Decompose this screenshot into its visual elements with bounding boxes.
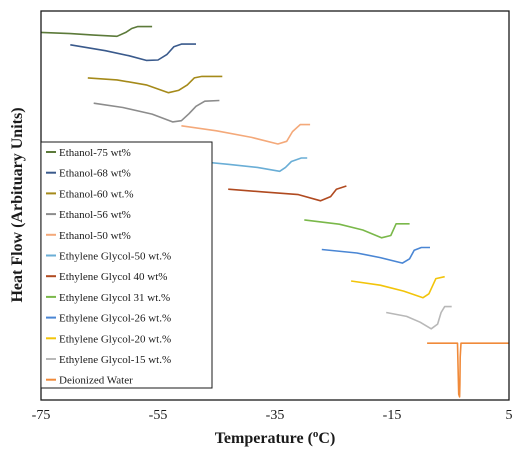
series-line-ethylene-glycol-31-wt bbox=[304, 219, 410, 239]
x-tick-label: 5 bbox=[506, 408, 513, 423]
series-line-ethanol-60-wt bbox=[87, 75, 223, 94]
legend-label-deionized-water: Deionized Water bbox=[59, 375, 133, 387]
legend-label-ethanol-56-wt: Ethanol-56 wt% bbox=[59, 209, 131, 221]
series-layer bbox=[40, 25, 509, 398]
series-line-deionized-water bbox=[427, 342, 509, 398]
x-tick-label: -35 bbox=[266, 408, 285, 423]
x-tick-labels: -75 -55 -35 -15 5 bbox=[32, 408, 513, 423]
series-line-ethylene-glycol-15-wt bbox=[386, 305, 452, 330]
series-line-ethylene-glycol-26-wt bbox=[321, 246, 430, 264]
legend-label-ethylene-glycol-15-wt: Ethylene Glycol-15 wt.% bbox=[59, 354, 171, 366]
legend: Ethanol-75 wt% Ethanol-68 wt% Ethanol-60 w… bbox=[40, 141, 213, 389]
legend-label-ethanol-75-wt: Ethanol-75 wt% bbox=[59, 147, 131, 159]
legend-label-ethylene-glycol-40-wt: Ethylene Glycol 40 wt% bbox=[59, 271, 167, 283]
legend-label-ethylene-glycol-26-wt: Ethylene Glycol-26 wt.% bbox=[59, 313, 171, 325]
legend-label-ethanol-60-wt: Ethanol-60 wt.% bbox=[59, 188, 134, 200]
legend-label-ethylene-glycol-50-wt: Ethylene Glycol-50 wt.% bbox=[59, 251, 171, 263]
x-tick-label: -55 bbox=[149, 408, 168, 423]
series-line-ethanol-75-wt bbox=[40, 25, 153, 38]
legend-label-ethylene-glycol-20-wt: Ethylene Glycol-20 wt.% bbox=[59, 333, 171, 345]
series-line-ethylene-glycol-50-wt bbox=[198, 157, 308, 173]
x-tick-label: -15 bbox=[383, 408, 402, 423]
x-tick-label: -75 bbox=[32, 408, 51, 423]
x-axis-title: Temperature (oC) bbox=[215, 428, 336, 447]
series-line-ethanol-50-wt bbox=[181, 123, 311, 145]
series-line-ethylene-glycol-20-wt bbox=[350, 275, 445, 299]
legend-box bbox=[40, 141, 213, 389]
series-line-ethanol-68-wt bbox=[70, 43, 196, 62]
legend-label-ethanol-50-wt: Ethanol-50 wt% bbox=[59, 230, 131, 242]
y-axis-title: Heat Flow (Arbituary Units) bbox=[9, 107, 26, 302]
legend-label-ethylene-glycol-31-wt: Ethylene Glycol 31 wt.% bbox=[59, 292, 170, 304]
series-line-ethylene-glycol-40-wt bbox=[228, 185, 347, 202]
legend-label-ethanol-68-wt: Ethanol-68 wt% bbox=[59, 168, 131, 180]
series-line-ethanol-56-wt bbox=[93, 99, 220, 123]
